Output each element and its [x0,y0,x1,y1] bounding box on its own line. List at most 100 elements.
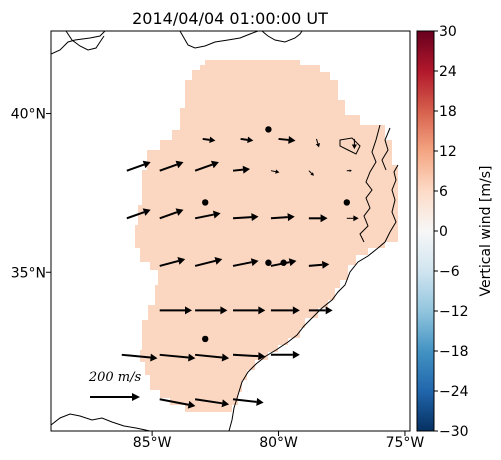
wind-vector [351,138,357,150]
wind-vector-head [315,142,320,148]
y-axis-ticks: 40°N 35°N [11,107,51,281]
wind-vectors [121,135,359,409]
wind-vector [194,398,230,408]
colorbar-label: Vertical wind [m/s] [478,166,494,297]
wind-vector-shaft [159,353,189,359]
colorbar [416,30,435,432]
wind-vector [270,306,300,315]
lake-shore-north [261,31,303,43]
measurement-sites [202,126,350,343]
wind-vector-head [288,135,296,144]
wind-vector [232,213,259,222]
wind-vector [195,353,230,362]
wind-vector [159,257,186,267]
wind-vector [346,169,352,172]
wind-vector-head [247,136,254,144]
site-marker [202,335,209,343]
wind-vector [308,306,333,315]
map-panel: 200 m/s [51,31,410,431]
coastlines [51,31,399,431]
site-marker [265,126,272,133]
colorbar-ticks: 30 24 18 12 6 0 −6 −12 −18 −24 −30 [434,24,469,440]
site-marker [265,259,272,266]
wind-vector [121,353,158,362]
wind-field-region [135,60,398,412]
wind-vector-shaft [121,353,151,359]
wind-vector-shaft [194,163,213,172]
wind-vector-head [185,306,193,315]
wind-vector-head [188,353,196,362]
wind-vector-head [175,208,184,216]
wind-vector [270,213,295,222]
wind-vector-shaft [232,168,244,172]
wind-vector-shaft [278,137,289,141]
wind-vector-shaft [194,213,214,220]
wind-vector-head [325,306,333,315]
colorbar-tick-label: −18 [439,344,469,360]
wind-vector-shaft [270,170,276,173]
x-tick-label: 85°W [133,435,172,451]
wind-vector-head [214,256,223,265]
wind-vector-shaft [232,261,252,267]
wind-vector-shaft [308,263,323,267]
wind-vector [308,170,314,176]
delaware-bay [381,127,391,171]
wind-vector [270,350,300,359]
wind-vector-shaft [308,170,313,174]
colorbar-tick-label: 6 [439,184,448,200]
wind-vector-shaft [232,216,252,220]
island-coast [339,137,361,155]
wind-vector-head [242,165,251,174]
wind-vector-head [221,399,230,408]
wind-vector-head [175,160,184,169]
wind-vector-head [251,213,259,222]
wind-vector [194,210,221,220]
wind-vector [232,397,264,406]
wind-vector [194,160,219,172]
wind-vector-shaft [126,163,145,172]
wind-vector [126,160,151,172]
colorbar-tick-label: 0 [439,224,448,240]
wind-vector-shaft [315,138,319,144]
wind-vector [240,136,254,144]
colorbar-tick-label: 12 [439,144,457,160]
wind-vector-head [256,397,264,406]
wind-vector-head [351,144,357,150]
wind-vector [232,165,251,174]
map-frame [50,30,411,432]
wind-vector [308,214,328,223]
wind-vector-shaft [270,216,288,220]
gulf-coastline [51,413,151,431]
wind-vector [232,352,266,361]
wind-vector [195,306,228,315]
y-tick-label: 40°N [11,107,46,123]
lake-erie-shore [65,31,105,51]
wind-vector-head [349,169,352,172]
lake-erie-outline [51,31,106,55]
x-axis-ticks: 85°W 80°W 75°W [133,431,424,451]
wind-vector-head [220,306,228,315]
wind-vector [159,398,196,409]
wind-vector-head [187,400,196,409]
wind-vector [159,160,184,172]
wind-vector-head [287,213,295,222]
wind-vector-shaft [159,163,178,172]
wind-vector-head [177,257,186,265]
wind-vector-head [142,208,151,216]
wind-vector-head [275,169,280,174]
chart-title: 2014/04/04 01:00:00 UT [132,9,328,28]
wind-vector [159,353,196,362]
wind-vector-head [292,350,300,359]
colorbar-tick-label: −12 [439,304,469,320]
atlantic-coastline [228,164,399,431]
wind-vector [308,260,330,269]
y-tick-label: 35°N [11,265,46,281]
wind-vector-shaft [159,259,179,267]
wind-vector [159,306,193,315]
wind-vector-shaft [194,259,216,267]
colorbar-tick-label: 18 [439,104,457,120]
x-tick-label: 80°W [259,435,298,451]
chesapeake-bay [359,124,381,243]
wind-vector [232,258,259,267]
wind-vector-head [142,160,151,169]
